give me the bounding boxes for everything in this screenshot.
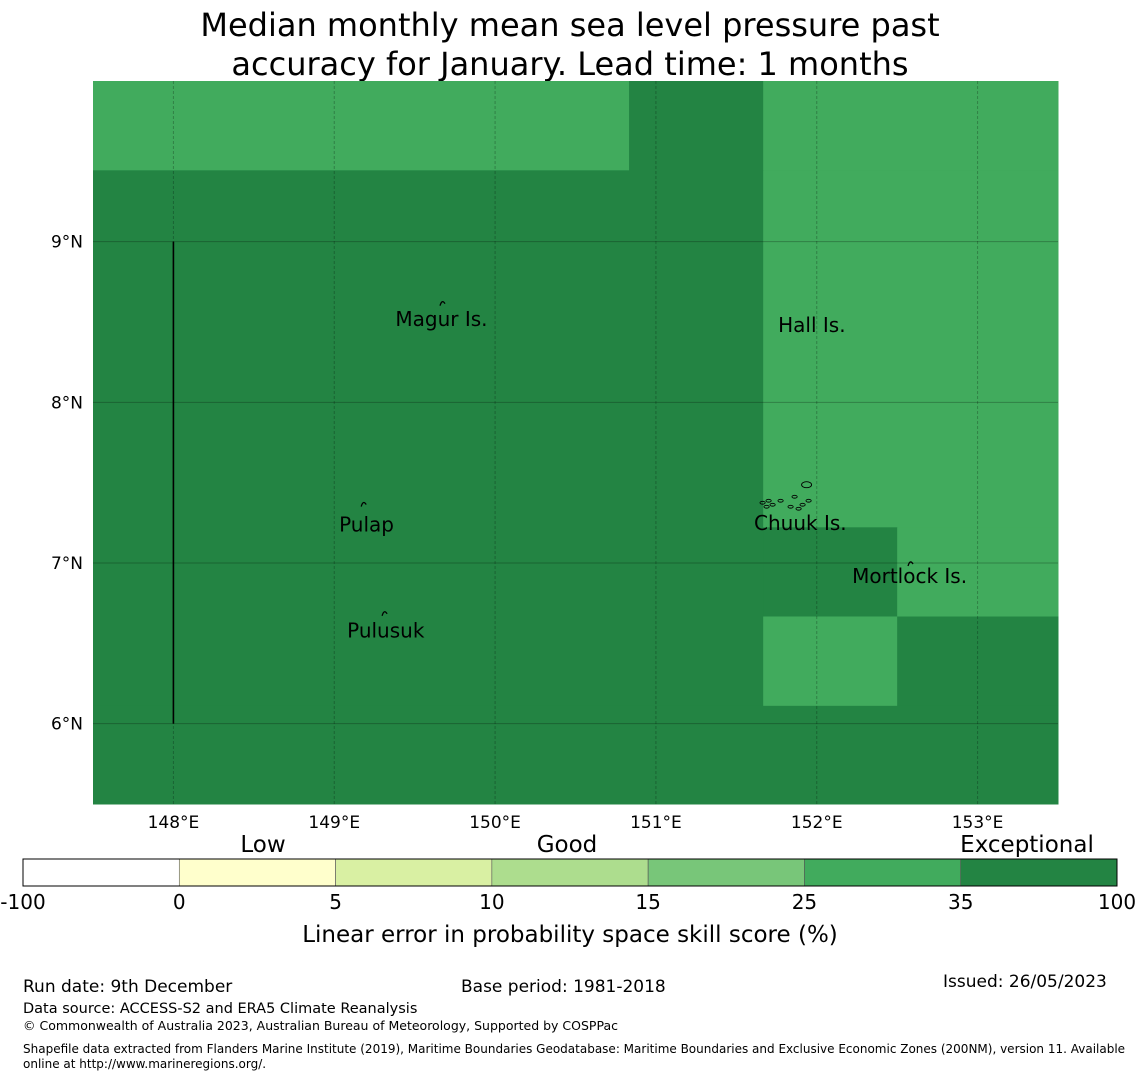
island-shape	[759, 500, 766, 505]
colorbar-category-label: Exceptional	[960, 832, 1094, 858]
colorbar-segment	[960, 858, 1118, 887]
island-shape	[381, 611, 388, 616]
skill-cell-1	[629, 81, 764, 171]
skill-cell-0	[93, 81, 630, 171]
title-line-2: accuracy for January. Lead time: 1 month…	[231, 45, 909, 83]
colorbar-tick-label: 10	[479, 890, 504, 914]
lon-tick-label: 149°E	[308, 813, 360, 833]
colorbar-tick-label: 15	[635, 890, 660, 914]
colorbar: -100 0 5 10 15 25 35 100 Low Good Exceptional Linea…	[0, 832, 1136, 948]
island-shape	[763, 504, 770, 509]
chart-title: Median monthly mean sea level pressure p…	[0, 6, 1140, 84]
base-period: Base period: 1981-2018	[461, 977, 666, 997]
colorbar-xlabel: Linear error in probability space skill …	[302, 922, 838, 948]
data-source: Data source: ACCESS-S2 and ERA5 Climate …	[23, 1001, 418, 1017]
skill-cell-5	[763, 527, 898, 618]
map-axes: 148°E 149°E 150°E 151°E 152°E 153°E 9°N 8°N 7°N 6…	[51, 233, 1003, 833]
colorbar-category-label: Good	[537, 832, 598, 858]
colorbar-tick-label: -100	[0, 890, 45, 914]
lon-tick-label: 150°E	[469, 813, 521, 833]
skill-cell-4	[763, 170, 1059, 528]
map-features: Magur Is. Hall Is. Pulap Chuuk Is. Mortlock …	[172, 241, 967, 724]
skill-grid	[93, 81, 1059, 805]
colorbar-tick-label: 25	[792, 890, 817, 914]
place-label: Pulusuk	[347, 618, 425, 642]
skill-cell-9	[93, 705, 1059, 805]
colorbar-tick-label: 100	[1098, 890, 1136, 914]
colorbar-segment	[491, 858, 649, 887]
place-label: Mortlock Is.	[852, 564, 967, 588]
place-label: Chuuk Is.	[754, 511, 847, 535]
lat-tick-label: 7°N	[51, 554, 83, 574]
island-shape	[765, 498, 772, 503]
colorbar-category-label: Low	[240, 832, 285, 858]
island-shape	[799, 502, 806, 507]
lat-tick-label: 6°N	[51, 715, 83, 735]
colorbar-tick-label: 5	[329, 890, 342, 914]
run-date: Run date: 9th December	[23, 977, 233, 997]
lon-tick-label: 152°E	[791, 813, 843, 833]
colorbar-outline	[22, 858, 1118, 887]
island-shape	[795, 506, 802, 511]
title-line-1: Median monthly mean sea level pressure p…	[200, 6, 940, 44]
lon-tick-label: 148°E	[148, 813, 200, 833]
colorbar-segment	[335, 858, 493, 887]
island-shape	[907, 561, 914, 567]
colorbar-tick-label: 35	[948, 890, 973, 914]
lat-tick-label: 8°N	[51, 393, 83, 413]
skill-cell-3	[93, 170, 764, 805]
shapefile-credit-line-1: Shapefile data extracted from Flanders M…	[23, 1042, 1126, 1056]
island-shape	[791, 494, 798, 499]
place-label: Magur Is.	[395, 307, 487, 331]
island-shape	[769, 502, 776, 507]
lon-tick-label: 153°E	[952, 813, 1004, 833]
skill-cell-7	[763, 616, 898, 707]
lat-tick-label: 9°N	[51, 233, 83, 253]
island-shape	[805, 498, 812, 503]
island-shape	[787, 504, 794, 509]
island-shape	[801, 481, 813, 489]
colorbar-segment	[22, 858, 180, 887]
skill-cell-6	[897, 527, 1059, 618]
issued-date: Issued: 26/05/2023	[943, 972, 1107, 992]
island-shape	[439, 301, 446, 306]
island-shape	[360, 501, 367, 507]
colorbar-tick-label: 0	[173, 890, 186, 914]
colorbar-segment	[804, 858, 962, 887]
island-shape	[777, 498, 784, 503]
lon-tick-label: 151°E	[630, 813, 682, 833]
shapefile-credit-line-2: online at http://www.marineregions.org/.	[23, 1057, 267, 1071]
place-label: Pulap	[339, 512, 394, 536]
place-label: Hall Is.	[778, 313, 845, 337]
skill-cell-8	[897, 616, 1059, 707]
colorbar-segment	[647, 858, 805, 887]
skill-cell-2	[763, 81, 1059, 171]
colorbar-segment	[178, 858, 336, 887]
copyright: © Commonwealth of Australia 2023, Austra…	[23, 1018, 618, 1033]
